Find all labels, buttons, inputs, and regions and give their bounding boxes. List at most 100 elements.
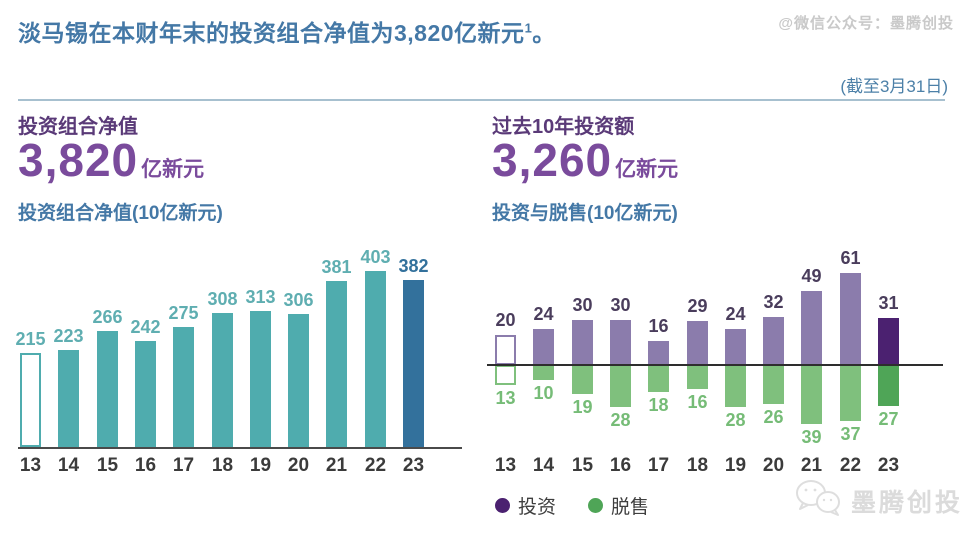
portfolio-bar-value: 381 xyxy=(321,257,352,277)
divestment-bar-16 xyxy=(610,365,631,407)
investment-value: 30 xyxy=(610,295,631,315)
investments-dot-icon xyxy=(495,498,510,513)
watermark-bottom-text: 墨腾创投 xyxy=(851,488,964,517)
investment-value: 30 xyxy=(572,295,593,315)
right-panel-value: 3,260 亿新元 xyxy=(492,133,678,187)
investment-bar-19 xyxy=(725,329,746,365)
portfolio-bar-14 xyxy=(58,350,79,447)
year-label-16: 16 xyxy=(134,455,157,476)
right-panel-label: 过去10年投资额 xyxy=(492,116,635,138)
investment-bar-23 xyxy=(878,318,899,365)
investment-bar-18 xyxy=(687,321,708,365)
investment-bar-21 xyxy=(801,291,822,365)
divestment-bar-23 xyxy=(878,365,899,406)
left-panel-label: 投资组合净值 xyxy=(18,116,138,138)
portfolio-bar-16 xyxy=(135,341,156,447)
portfolio-bar-20 xyxy=(288,314,309,447)
left-panel-number: 3,820 xyxy=(18,134,139,186)
legend-label-investments: 投资 xyxy=(518,497,557,518)
year-label-19: 19 xyxy=(724,455,747,476)
right-chart-zero-line xyxy=(487,364,943,366)
investment-value: 16 xyxy=(648,316,669,336)
right-chart-title: 投资与脱售(10亿新元) xyxy=(492,203,678,224)
divestment-bar-14 xyxy=(533,365,554,380)
page-title-period: 。 xyxy=(532,20,556,46)
portfolio-bar-23 xyxy=(403,280,424,447)
investment-bar-13 xyxy=(495,335,516,365)
year-label-18: 18 xyxy=(211,455,234,476)
divestment-value: 10 xyxy=(533,383,554,403)
year-label-20: 20 xyxy=(287,455,310,476)
divestment-value: 28 xyxy=(610,410,631,430)
investment-value: 29 xyxy=(687,296,708,316)
portfolio-bar-18 xyxy=(212,313,233,447)
portfolio-bar-value: 223 xyxy=(53,326,84,346)
divestment-bar-19 xyxy=(725,365,746,407)
page-title: 淡马锡在本财年末的投资组合净值为3,820亿新元1。 xyxy=(18,14,556,48)
investments-divestments-chart: 20 13 13 24 10 14 30 19 15 30 28 16 16 18 17 29 16 18 24 28… xyxy=(487,245,957,480)
investment-bar-20 xyxy=(763,317,784,365)
portfolio-bar-value: 382 xyxy=(398,256,429,276)
year-label-13: 13 xyxy=(494,455,517,476)
wechat-logo-icon xyxy=(793,478,845,523)
portfolio-bar-22 xyxy=(365,271,386,447)
as-of-date: (截至3月31日) xyxy=(840,77,948,96)
year-label-14: 14 xyxy=(532,455,555,476)
divestment-bar-20 xyxy=(763,365,784,404)
footnote-marker: 1 xyxy=(524,20,533,36)
year-label-15: 15 xyxy=(96,455,119,476)
investment-value: 32 xyxy=(763,292,784,312)
year-label-22: 22 xyxy=(364,455,387,476)
page-title-text: 淡马锡在本财年末的投资组合净值为3,820亿新元 xyxy=(18,20,525,46)
chart-legend: 投资 脱售 xyxy=(495,492,681,519)
divestment-bar-15 xyxy=(572,365,593,394)
portfolio-bar-13 xyxy=(20,353,41,447)
portfolio-bar-value: 313 xyxy=(245,287,276,307)
divestment-value: 19 xyxy=(572,397,593,417)
left-chart-baseline xyxy=(18,447,462,449)
left-panel-value: 3,820 亿新元 xyxy=(18,133,204,187)
portfolio-bar-value: 403 xyxy=(360,247,391,267)
right-panel-unit: 亿新元 xyxy=(615,158,679,181)
divider-line xyxy=(18,99,945,101)
portfolio-bar-value: 215 xyxy=(15,329,46,349)
portfolio-bar-17 xyxy=(173,327,194,447)
divestments-dot-icon xyxy=(588,498,604,513)
legend-label-divestments: 脱售 xyxy=(611,497,650,518)
divestment-bar-17 xyxy=(648,365,669,392)
portfolio-bar-15 xyxy=(97,331,118,447)
year-label-18: 18 xyxy=(686,455,709,476)
year-label-20: 20 xyxy=(762,455,785,476)
portfolio-bar-value: 266 xyxy=(92,307,123,327)
right-panel-number: 3,260 xyxy=(492,134,613,186)
year-label-23: 23 xyxy=(402,455,425,476)
portfolio-bar-19 xyxy=(250,311,271,447)
year-label-14: 14 xyxy=(57,455,80,476)
divestment-value: 13 xyxy=(495,388,516,408)
divestment-value: 27 xyxy=(878,409,899,429)
year-label-16: 16 xyxy=(609,455,632,476)
year-label-15: 15 xyxy=(571,455,594,476)
watermark-top: @微信公众号：墨腾创投 xyxy=(778,15,954,32)
year-label-22: 22 xyxy=(839,455,862,476)
portfolio-value-chart: 215 13 223 14 266 15 242 16 275 17 308 18 313 19 306 20… xyxy=(15,245,475,480)
investment-value: 20 xyxy=(495,310,516,330)
year-label-19: 19 xyxy=(249,455,272,476)
divestment-bar-13 xyxy=(495,365,516,385)
portfolio-bar-21 xyxy=(326,281,347,447)
investment-bar-16 xyxy=(610,320,631,365)
legend-item-investments: 投资 xyxy=(495,492,556,519)
investment-value: 24 xyxy=(725,304,746,324)
left-chart-title: 投资组合净值(10亿新元) xyxy=(18,203,223,224)
legend-item-divestments: 脱售 xyxy=(588,492,649,519)
portfolio-bar-value: 306 xyxy=(283,290,314,310)
investment-value: 49 xyxy=(801,266,822,286)
investment-bar-17 xyxy=(648,341,669,365)
investment-value: 31 xyxy=(878,293,899,313)
investment-bar-15 xyxy=(572,320,593,365)
divestment-bar-18 xyxy=(687,365,708,389)
year-label-23: 23 xyxy=(877,455,900,476)
year-label-17: 17 xyxy=(647,455,670,476)
year-label-13: 13 xyxy=(19,455,42,476)
